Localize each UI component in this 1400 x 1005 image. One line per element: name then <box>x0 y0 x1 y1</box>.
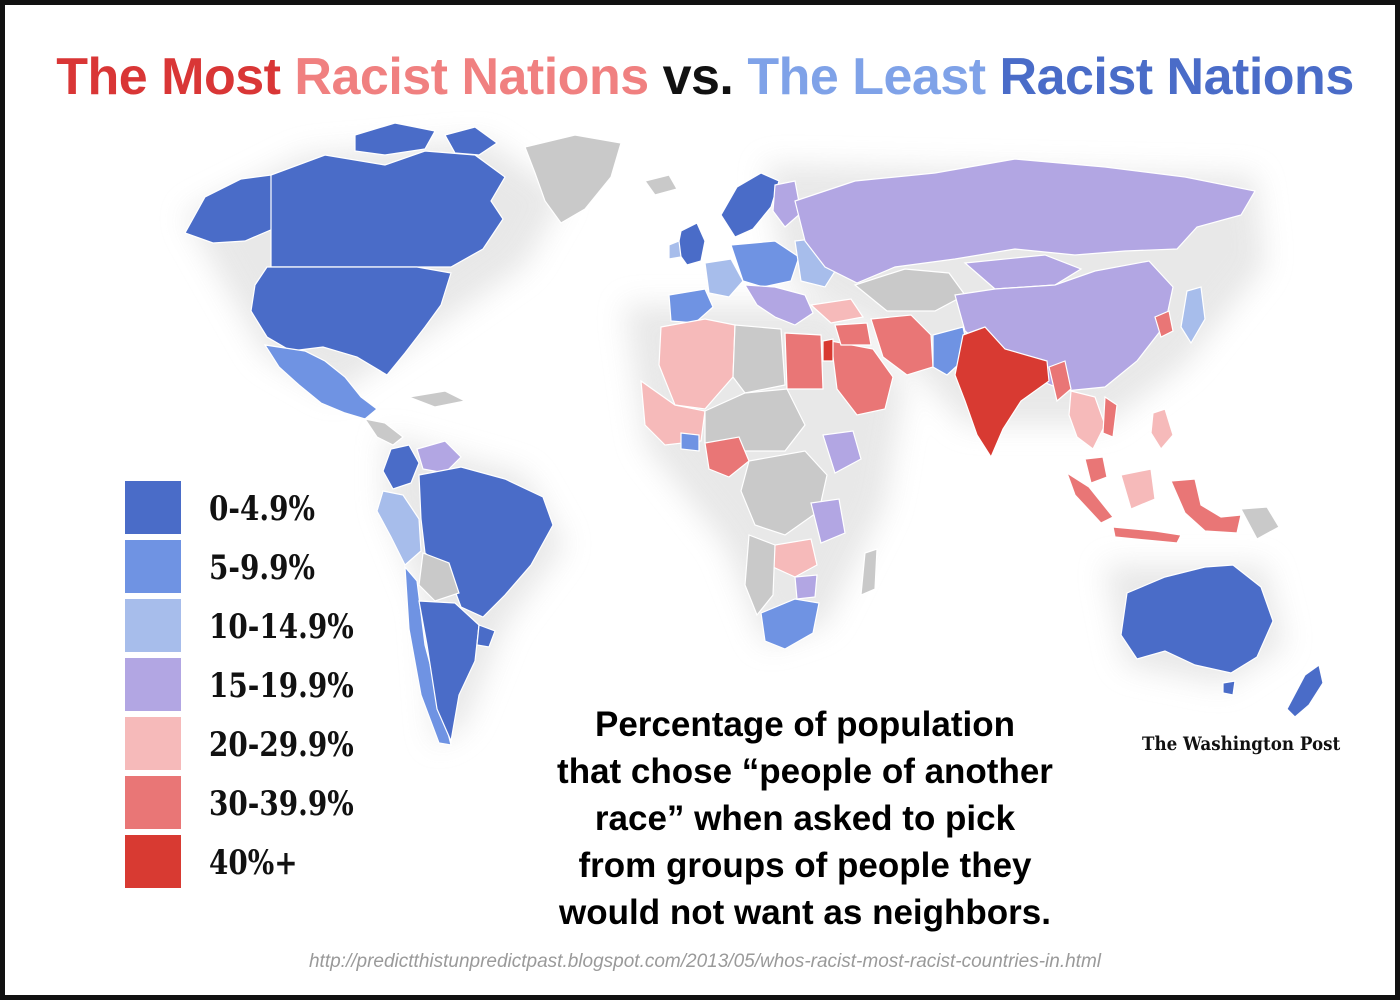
country-korea <box>1154 310 1174 338</box>
world-map <box>184 122 1324 746</box>
legend-label: 10-14.9% <box>209 607 354 647</box>
country-south-africa <box>760 598 820 650</box>
country-mauritania-mali <box>640 379 706 446</box>
country-greenland <box>524 134 622 224</box>
country-ghana <box>680 432 700 452</box>
map-caption: Percentage of population that chose “peo… <box>475 701 1135 936</box>
publisher-credit: The Washington Post <box>1142 733 1341 755</box>
legend-label: 0-4.9% <box>209 489 315 529</box>
source-url: http://predictthistunpredictpast.blogspo… <box>308 951 1101 972</box>
country-italy-balkans <box>743 284 814 326</box>
country-mongolia <box>963 254 1083 290</box>
country-central-europe <box>730 240 800 288</box>
legend-swatch <box>125 599 181 652</box>
region-south-america <box>376 440 554 746</box>
region-africa-middle-east <box>640 318 894 650</box>
caption-line: that chose “people of another <box>557 752 1053 791</box>
country-jordan <box>822 338 834 362</box>
country-central-america <box>363 418 404 446</box>
legend-label: 15-19.9% <box>209 666 354 706</box>
title-part-vs: vs. <box>662 48 734 106</box>
country-argentina <box>418 600 480 744</box>
country-tanzania <box>810 498 846 544</box>
country-central-africa <box>740 450 828 536</box>
legend-swatch <box>125 835 181 888</box>
country-libya <box>732 324 786 394</box>
region-north-america <box>184 122 622 446</box>
title-part-most: The Most <box>56 48 281 106</box>
country-finland <box>772 180 802 228</box>
country-peru <box>376 490 422 566</box>
country-malaysia <box>1084 456 1108 484</box>
legend-swatch <box>125 717 181 770</box>
country-ethiopia <box>822 430 862 474</box>
country-botswana <box>794 574 818 600</box>
legend-label: 20-29.9% <box>209 725 354 765</box>
country-indonesia-east <box>1170 478 1242 534</box>
country-uk <box>676 222 706 266</box>
country-madagascar <box>860 548 878 596</box>
country-new-zealand <box>1286 663 1324 718</box>
country-southeast-asia <box>1068 390 1106 450</box>
country-uruguay <box>476 624 496 648</box>
caption-line: Percentage of population <box>594 705 1016 744</box>
country-morocco-algeria <box>658 318 736 410</box>
country-bolivia <box>418 552 460 602</box>
legend-swatch <box>125 658 181 711</box>
country-tasmania <box>1222 680 1236 696</box>
legend-swatch <box>125 776 181 829</box>
legend-label: 5-9.9% <box>209 548 315 588</box>
country-india <box>954 326 1050 459</box>
region-asia <box>794 158 1256 459</box>
caption-line: from groups of people they <box>578 846 1032 885</box>
title-part-racist-nations-2: Racist Nations <box>999 48 1355 106</box>
country-caribbean <box>406 390 467 408</box>
country-bangladesh-myanmar <box>1048 360 1072 403</box>
country-iceland <box>643 174 678 196</box>
country-turkey <box>809 298 865 324</box>
country-japan <box>1180 286 1206 345</box>
legend-swatch <box>125 481 181 534</box>
country-indonesia-borneo <box>1120 468 1156 510</box>
country-southern-africa <box>744 534 776 617</box>
country-russia <box>794 158 1256 284</box>
country-colombia <box>382 444 420 490</box>
country-philippines <box>1150 408 1174 451</box>
country-mexico <box>263 344 378 420</box>
legend-label: 30-39.9% <box>209 784 354 824</box>
title-part-least: The Least <box>747 48 986 106</box>
country-vietnam <box>1102 395 1118 438</box>
country-france <box>704 258 744 298</box>
caption-line: would not want as neighbors. <box>559 893 1051 932</box>
page-title: The Most Racist Nations vs. The Least Ra… <box>5 47 1400 107</box>
legend-label: 40%+ <box>209 843 298 883</box>
title-part-racist-nations-1: Racist Nations <box>294 48 649 106</box>
country-scandinavia <box>720 172 780 238</box>
country-usa <box>250 266 452 376</box>
country-nigeria <box>704 436 750 478</box>
caption-line: race” when asked to pick <box>594 799 1016 838</box>
country-iraq <box>834 322 872 346</box>
country-indonesia-sumatra <box>1065 471 1114 524</box>
country-canada-islands <box>354 122 499 156</box>
country-iberia <box>668 288 714 324</box>
legend-swatch <box>125 540 181 593</box>
country-ireland <box>668 240 682 260</box>
country-indonesia-java <box>1112 526 1182 544</box>
country-canada <box>270 150 506 268</box>
country-australia <box>1120 564 1274 674</box>
region-europe <box>643 172 865 326</box>
region-oceania <box>1065 456 1324 718</box>
country-venezuela <box>416 440 462 474</box>
country-egypt <box>784 332 824 390</box>
country-alaska <box>184 174 274 244</box>
country-papua <box>1240 506 1280 540</box>
country-saudi-arabia <box>830 340 894 416</box>
